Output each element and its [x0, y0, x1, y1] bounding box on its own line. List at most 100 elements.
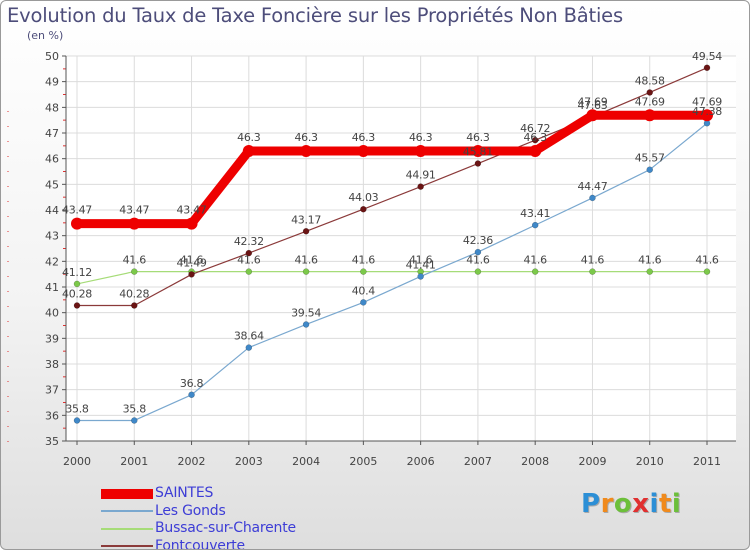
- data-label: 46.72: [520, 122, 550, 135]
- y-tick-label: 49: [45, 76, 59, 89]
- data-point: [73, 302, 81, 309]
- data-point: [357, 144, 370, 157]
- data-label: 43.47: [177, 204, 207, 217]
- data-point: [474, 160, 482, 167]
- data-point: [245, 344, 253, 351]
- data-label: 43.17: [291, 213, 321, 226]
- series-line-les-gonds: [76, 122, 708, 422]
- proxiti-logo: Proxiti: [581, 489, 681, 519]
- data-label: 41.6: [237, 254, 261, 267]
- x-tick-label: 2003: [235, 455, 263, 468]
- data-point: [71, 217, 83, 230]
- data-point: [131, 417, 138, 424]
- data-label: 41.6: [524, 254, 548, 267]
- data-label: 41.6: [123, 254, 147, 267]
- data-point: [701, 109, 713, 122]
- data-label: 46.3: [466, 131, 490, 144]
- logo-letter: o: [613, 489, 633, 519]
- y-tick-label: 50: [45, 50, 59, 63]
- data-label: 46.3: [294, 131, 318, 144]
- data-label: 49.54: [692, 50, 722, 63]
- data-label: 43.41: [520, 207, 550, 220]
- data-label: 35.8: [123, 402, 147, 415]
- data-label: 40.28: [119, 287, 149, 300]
- data-label: 41.6: [294, 254, 318, 267]
- data-label: 44.91: [406, 169, 436, 182]
- data-point: [474, 268, 482, 275]
- data-point: [589, 194, 596, 202]
- data-label: 41.6: [581, 254, 605, 267]
- logo-letter: t: [658, 489, 672, 519]
- x-tick-label: 2000: [63, 455, 91, 468]
- data-label: 41.6: [180, 254, 204, 267]
- data-point: [360, 299, 367, 306]
- data-label: 47.38: [692, 105, 722, 118]
- data-point: [73, 280, 81, 288]
- x-tick-label: 2010: [636, 455, 664, 468]
- data-label: 41.41: [406, 258, 436, 271]
- x-tick-label: 2002: [178, 455, 206, 468]
- data-point: [128, 217, 141, 230]
- y-tick-label: 46: [45, 153, 59, 166]
- data-label: 38.64: [234, 330, 264, 343]
- plot-area: [66, 56, 736, 441]
- data-label: 44.03: [348, 191, 378, 204]
- legend-label: SAINTES: [155, 485, 214, 501]
- data-point: [531, 221, 539, 229]
- data-point: [245, 249, 253, 257]
- y-tick-label: 48: [45, 101, 59, 114]
- y-tick-label: 37: [45, 384, 59, 397]
- data-label: 43.47: [119, 204, 149, 217]
- data-point: [245, 268, 253, 275]
- x-tick-label: 2007: [464, 455, 492, 468]
- data-label: 46.3: [524, 131, 548, 144]
- data-point: [300, 144, 313, 157]
- chart-title: Evolution du Taux de Taxe Foncière sur l…: [7, 4, 623, 27]
- logo-letter: r: [600, 489, 614, 519]
- data-point: [188, 391, 195, 399]
- y-tick-label: 36: [45, 409, 59, 422]
- data-point: [586, 109, 599, 122]
- y-tick-label: 41: [45, 281, 59, 294]
- data-label: 48.58: [635, 74, 665, 87]
- data-point: [242, 144, 255, 157]
- data-label: 41.6: [695, 254, 719, 267]
- data-point: [185, 217, 198, 230]
- data-label: 41.6: [409, 254, 433, 267]
- data-label: 46.3: [352, 131, 376, 144]
- data-point: [703, 64, 711, 72]
- data-label: 47.69: [692, 95, 722, 108]
- data-label: 42.32: [234, 235, 264, 248]
- data-label: 40.4: [352, 284, 376, 297]
- logo-letter: i: [649, 489, 659, 519]
- data-label: 35.8: [65, 402, 89, 415]
- data-point: [703, 268, 711, 275]
- series-line-bussac-sur-charente: [76, 271, 708, 285]
- logo-letter: P: [581, 489, 601, 519]
- logo-letter: i: [671, 489, 682, 519]
- line-chart: 35 36 37 38 39 40 41 42 43 44 45 46 47 48 49 50 2000 2001…: [7, 50, 736, 468]
- data-point: [531, 136, 539, 144]
- data-label: 47.63: [577, 99, 607, 112]
- data-point: [131, 268, 138, 275]
- data-label: 36.8: [180, 377, 204, 390]
- x-tick-label: 2008: [521, 455, 549, 468]
- data-label: 47.69: [635, 95, 665, 108]
- y-tick-label: 45: [45, 178, 59, 191]
- legend-swatch: [101, 488, 153, 499]
- data-point: [589, 268, 596, 275]
- data-point: [360, 268, 367, 275]
- data-point: [302, 268, 310, 275]
- data-label: 41.6: [466, 254, 490, 267]
- data-point: [360, 205, 367, 213]
- data-label: 47.69: [577, 95, 607, 108]
- data-label: 39.54: [291, 306, 321, 319]
- data-label: 41.12: [62, 266, 92, 279]
- x-tick-label: 2006: [407, 455, 435, 468]
- x-tick-label: 2011: [693, 455, 721, 468]
- x-tick-label: 2005: [349, 455, 377, 468]
- data-point: [529, 144, 542, 157]
- y-tick-label: 42: [45, 255, 59, 268]
- x-tick-label: 2009: [578, 455, 606, 468]
